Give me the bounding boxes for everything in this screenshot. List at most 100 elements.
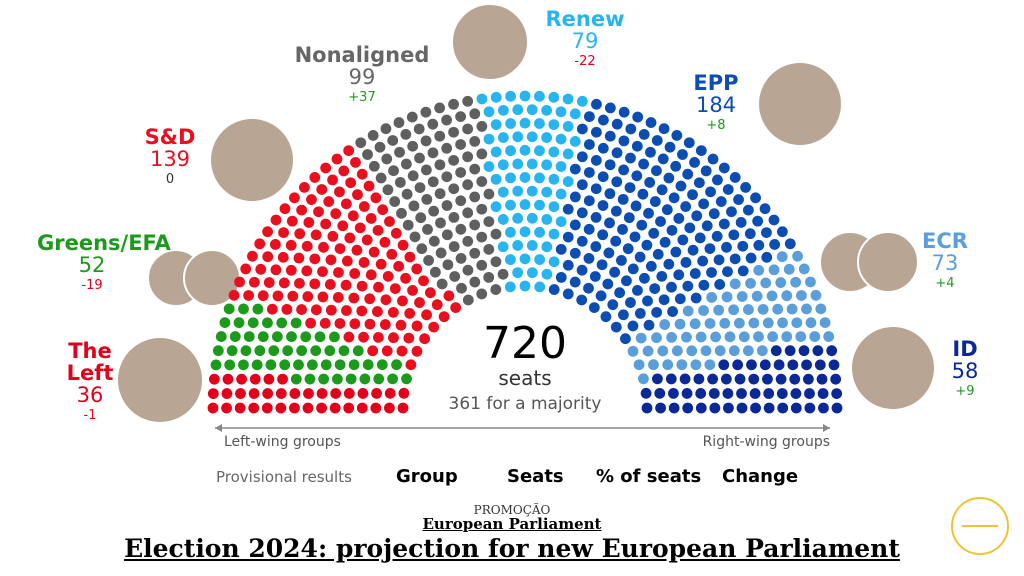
- seat: [286, 215, 298, 227]
- seat: [720, 373, 732, 385]
- seat: [251, 359, 263, 371]
- seat: [625, 123, 637, 135]
- seat: [526, 131, 538, 143]
- seat: [406, 111, 418, 123]
- pname: ID: [952, 337, 978, 361]
- seat: [831, 402, 843, 414]
- seat: [766, 290, 778, 302]
- seat: [641, 402, 653, 414]
- seat: [548, 201, 560, 213]
- seat: [637, 188, 649, 200]
- seat: [456, 282, 467, 294]
- seat: [695, 331, 707, 343]
- seat: [590, 183, 602, 195]
- seat: [469, 163, 481, 175]
- seat: [677, 234, 689, 246]
- seat: [595, 290, 607, 302]
- seat: [341, 305, 352, 316]
- seat: [817, 388, 829, 399]
- seat: [400, 129, 412, 140]
- seat: [772, 303, 784, 315]
- seat: [332, 292, 344, 303]
- seat: [434, 130, 446, 142]
- seat: [668, 387, 679, 399]
- seat: [752, 215, 764, 227]
- seat: [286, 331, 297, 343]
- seat: [208, 373, 220, 385]
- seat: [372, 332, 384, 343]
- seat: [555, 271, 567, 283]
- seat: [301, 240, 313, 252]
- seat: [483, 188, 495, 200]
- seat: [604, 217, 615, 229]
- seat: [325, 304, 337, 316]
- pseats: 79: [571, 29, 599, 54]
- seat: [604, 130, 616, 142]
- seat: [831, 388, 843, 399]
- seat: [316, 402, 327, 414]
- seat: [695, 388, 707, 399]
- seat: [662, 359, 674, 371]
- seat: [376, 359, 388, 371]
- seat: [352, 345, 364, 357]
- seat: [776, 388, 788, 399]
- seat: [576, 294, 588, 306]
- seat: [519, 253, 531, 265]
- seat: [603, 247, 615, 259]
- seat: [394, 146, 405, 158]
- seat: [289, 388, 301, 399]
- party-seats: [210, 303, 412, 385]
- seat: [693, 373, 705, 385]
- seat: [490, 146, 502, 158]
- seat: [708, 208, 720, 220]
- seat: [490, 256, 502, 268]
- seat: [583, 167, 595, 178]
- seat: [324, 345, 336, 357]
- seat: [333, 267, 344, 278]
- seat: [668, 402, 680, 414]
- seat: [374, 141, 386, 153]
- seat: [228, 289, 240, 301]
- seat: [497, 241, 509, 253]
- seat: [462, 207, 474, 219]
- seat: [689, 318, 701, 330]
- pname: S&D: [144, 125, 196, 149]
- seat: [784, 345, 796, 357]
- seat: [729, 278, 741, 290]
- seat: [632, 111, 644, 123]
- seat: [681, 331, 692, 343]
- seat: [343, 388, 355, 399]
- seat: [790, 276, 802, 288]
- seat: [323, 196, 335, 207]
- seat: [798, 345, 810, 357]
- seat: [271, 331, 283, 343]
- seat: [791, 317, 803, 329]
- seat: [683, 137, 695, 149]
- seat: [359, 373, 371, 385]
- pseats: 52: [78, 253, 106, 278]
- seat: [281, 303, 293, 315]
- seat: [651, 135, 663, 146]
- seat: [721, 241, 732, 253]
- seat: [363, 180, 375, 192]
- seat: [358, 201, 370, 212]
- seat: [583, 252, 595, 264]
- seat: [576, 95, 588, 107]
- seat: [290, 373, 302, 385]
- seat: [318, 241, 329, 253]
- seat: [300, 331, 312, 343]
- seat: [512, 240, 524, 251]
- seat: [627, 263, 639, 275]
- seat: [424, 287, 436, 299]
- seat: [497, 186, 509, 198]
- seat: [618, 106, 630, 118]
- photo: [757, 61, 843, 147]
- seat: [826, 345, 838, 357]
- seat: [305, 317, 317, 329]
- seat: [541, 104, 553, 116]
- seat: [719, 317, 731, 329]
- seat: [736, 402, 748, 414]
- seat: [698, 305, 709, 316]
- pname: The Left: [66, 339, 114, 386]
- seat: [648, 359, 659, 371]
